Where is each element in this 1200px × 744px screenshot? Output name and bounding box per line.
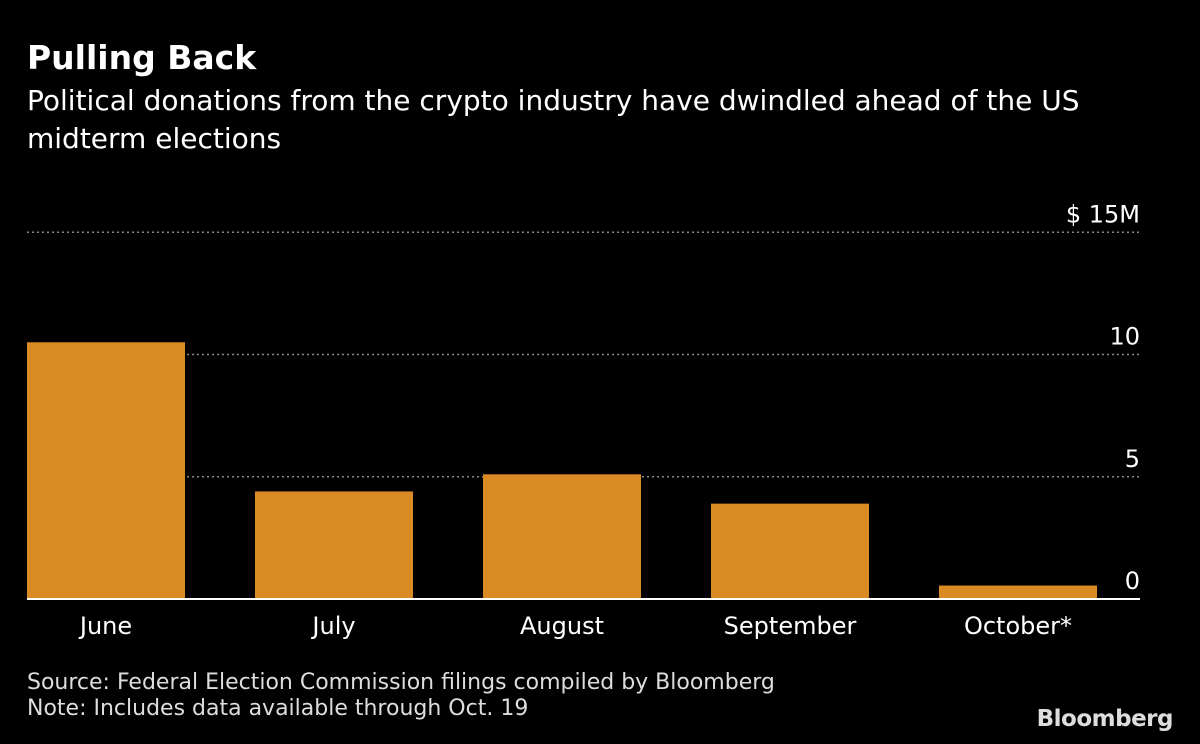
note-text: Note: Includes data available through Oc… — [27, 696, 529, 721]
chart-title: Pulling Back — [27, 38, 257, 77]
x-tick-label: September — [724, 612, 857, 640]
bar-september — [711, 503, 869, 599]
bar-july — [255, 491, 413, 599]
bar-june — [27, 342, 185, 599]
y-tick-label: $ 15M — [1066, 200, 1140, 228]
bloomberg-logo: Bloomberg — [1036, 706, 1174, 732]
source-text: Source: Federal Election Commission fili… — [27, 670, 775, 695]
chart-subtitle: Political donations from the crypto indu… — [27, 84, 1080, 155]
bar-october — [939, 585, 1097, 599]
y-tick-label: 10 — [1109, 323, 1140, 351]
y-tick-label: 0 — [1125, 567, 1140, 595]
x-tick-label: June — [78, 612, 132, 640]
bar-august — [483, 474, 641, 599]
x-tick-label: October* — [964, 612, 1072, 640]
x-tick-label: July — [310, 612, 355, 640]
x-tick-label: August — [520, 612, 604, 640]
footer-notes: Source: Federal Election Commission fili… — [27, 670, 775, 722]
y-tick-label: 5 — [1125, 445, 1140, 473]
